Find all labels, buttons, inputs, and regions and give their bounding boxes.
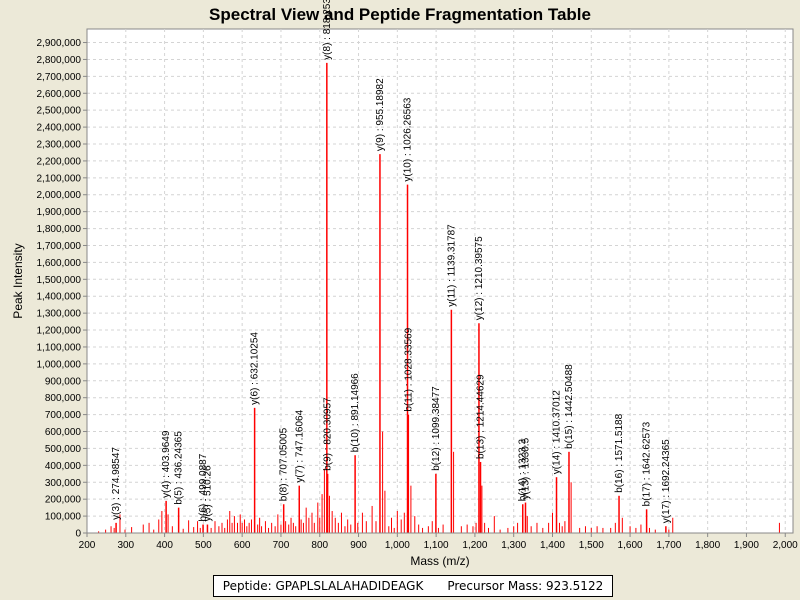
x-tick-label: 2,000 xyxy=(773,540,798,551)
peak-label: y(8) : 818.25366 xyxy=(322,0,333,60)
peak-label: y(7) : 747.16064 xyxy=(294,409,305,482)
peak-label: b(15) : 1442.50488 xyxy=(564,364,575,449)
x-axis-label: Mass (m/z) xyxy=(410,554,469,568)
peak-bars xyxy=(98,62,780,533)
y-tick-label: 1,000,000 xyxy=(37,359,82,370)
peak-label: y(13) : 1330.5 xyxy=(520,437,531,499)
peak-label: b(14) : 1323.3 xyxy=(518,439,529,502)
peak-label: b(5) : 436.24365 xyxy=(174,431,185,505)
x-tick-label: 600 xyxy=(234,540,251,551)
x-tick-label: 1,900 xyxy=(734,540,759,551)
plot-area xyxy=(86,28,794,534)
y-tick-label: 800,000 xyxy=(45,393,82,404)
chart-title: Spectral View and Peptide Fragmentation … xyxy=(209,5,591,24)
y-tick-label: 1,700,000 xyxy=(37,241,82,252)
x-tick-label: 1,700 xyxy=(656,540,681,551)
peak-label: y(4) : 403.9649 xyxy=(161,430,172,498)
peak-label: y(5) : 510.26 xyxy=(202,465,213,522)
peak-label: b(13) : 1214.44629 xyxy=(476,374,487,459)
x-tick-label: 1,500 xyxy=(579,540,604,551)
x-tick-label: 1,000 xyxy=(385,540,410,551)
peptide-label: Peptide: GPAPLSLALAHADIDEAGK xyxy=(222,579,424,593)
legend-box: Peptide: GPAPLSLALAHADIDEAGK Precursor M… xyxy=(213,575,613,597)
x-tick-label: 500 xyxy=(195,540,212,551)
x-tick-label: 200 xyxy=(79,540,96,551)
x-tick-label: 1,300 xyxy=(501,540,526,551)
peak-label: b(10) : 891.14966 xyxy=(350,373,361,452)
x-tick-label: 1,100 xyxy=(424,540,449,551)
x-tick-label: 1,600 xyxy=(618,540,643,551)
y-tick-label: 2,100,000 xyxy=(37,173,82,184)
peak-label: b(6) : 499.0887 xyxy=(198,453,209,521)
y-tick-label: 1,100,000 xyxy=(37,342,82,353)
y-tick-label: 1,200,000 xyxy=(37,326,82,337)
peak-label: y(10) : 1026.26563 xyxy=(403,97,414,181)
y-tick-label: 1,500,000 xyxy=(37,275,82,286)
x-tick-label: 700 xyxy=(273,540,290,551)
x-tick-label: 1,400 xyxy=(540,540,565,551)
y-tick-label: 300,000 xyxy=(45,478,82,489)
y-tick-label: 600,000 xyxy=(45,427,82,438)
y-tick-label: 900,000 xyxy=(45,376,82,387)
precursor-mass-label: Precursor Mass: 923.5122 xyxy=(447,579,604,593)
y-tick-label: 2,900,000 xyxy=(37,38,82,49)
y-tick-label: 2,800,000 xyxy=(37,55,82,66)
x-tick-label: 800 xyxy=(311,540,328,551)
y-tick-label: 1,800,000 xyxy=(37,224,82,235)
y-tick-label: 2,200,000 xyxy=(37,156,82,167)
y-tick-label: 0 xyxy=(75,529,81,540)
peak-label: y(11) : 1139.31787 xyxy=(446,224,457,307)
peak-label: b(11) : 1028.33569 xyxy=(403,327,414,411)
y-tick-label: 2,000,000 xyxy=(37,190,82,201)
peak-labels: y(3) : 274.98547 y(4) : 403.9649 b(5) : 43… xyxy=(111,0,672,523)
peak-label: b(17) : 1642.62573 xyxy=(642,421,653,506)
peak-label: y(12) : 1210.39575 xyxy=(474,236,485,320)
peak-label: y(14) : 1410.37012 xyxy=(552,390,563,474)
peak-label: y(17) : 1692.24365 xyxy=(661,439,672,523)
x-tick-label: 1,200 xyxy=(462,540,487,551)
y-tick-label: 1,400,000 xyxy=(37,292,82,303)
y-tick-label: 2,700,000 xyxy=(37,72,82,83)
x-tick-label: 300 xyxy=(117,540,134,551)
axes: 0 100,000 200,000 300,000 400,000 500,000 600,… xyxy=(37,29,798,551)
y-tick-label: 2,400,000 xyxy=(37,123,82,134)
y-tick-label: 2,500,000 xyxy=(37,106,82,117)
peak-label: y(6) : 632.10254 xyxy=(250,332,261,405)
y-tick-label: 1,300,000 xyxy=(37,309,82,320)
y-tick-label: 200,000 xyxy=(45,495,82,506)
grid-lines xyxy=(87,29,793,533)
peak-label: y(9) : 955.18982 xyxy=(375,78,386,151)
peak-label: b(12) : 1099.38477 xyxy=(431,386,442,471)
y-tick-label: 700,000 xyxy=(45,410,82,421)
peak-label: b(16) : 1571.5188 xyxy=(614,413,625,492)
y-tick-label: 2,300,000 xyxy=(37,140,82,151)
y-tick-label: 400,000 xyxy=(45,461,82,472)
x-tick-label: 400 xyxy=(156,540,173,551)
y-tick-label: 500,000 xyxy=(45,444,82,455)
y-tick-label: 1,900,000 xyxy=(37,207,82,218)
y-axis-label: Peak Intensity xyxy=(11,243,25,318)
peak-label: b(9) : 820.30957 xyxy=(323,397,334,471)
y-tick-label: 1,600,000 xyxy=(37,258,82,269)
y-tick-label: 100,000 xyxy=(45,512,82,523)
x-tick-label: 900 xyxy=(350,540,367,551)
peak-label: y(3) : 274.98547 xyxy=(111,447,122,520)
peak-label: b(8) : 707.05005 xyxy=(279,427,290,501)
x-tick-label: 1,800 xyxy=(695,540,720,551)
y-tick-label: 2,600,000 xyxy=(37,89,82,100)
